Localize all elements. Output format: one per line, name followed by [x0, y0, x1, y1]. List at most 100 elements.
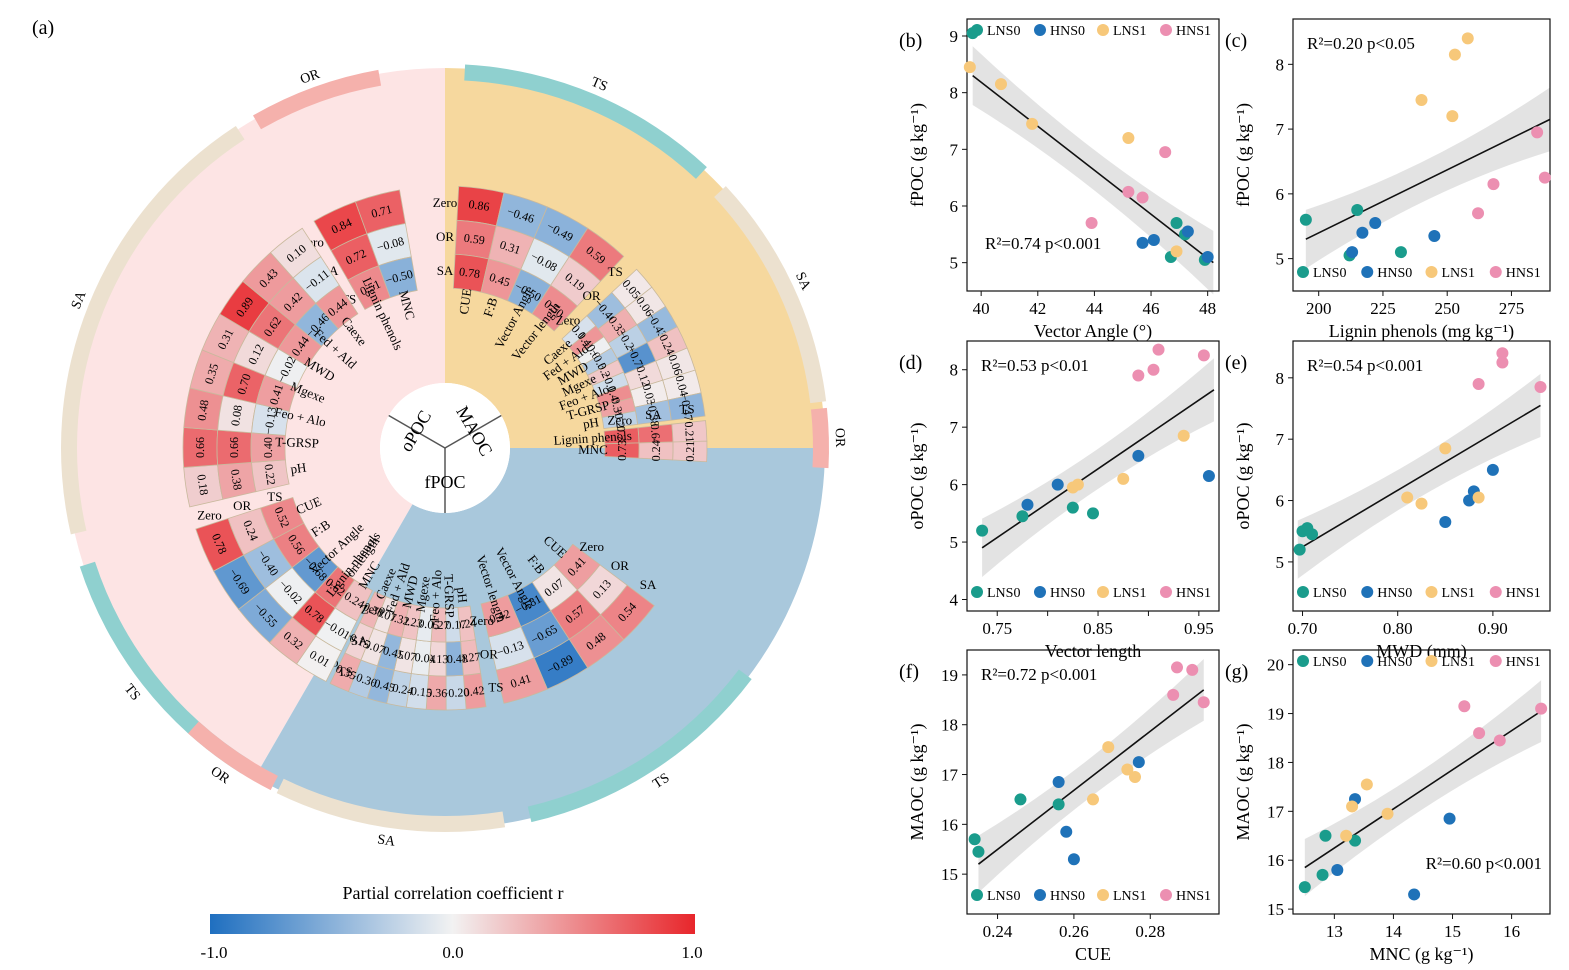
x-tick-label: 0.75 [982, 619, 1012, 638]
data-point-hns1 [1159, 146, 1172, 159]
heat-cell: −0.65 [520, 610, 570, 659]
legend-marker [1489, 655, 1502, 667]
confidence-band [1305, 87, 1550, 269]
heat-cell: 0.64 [637, 423, 674, 445]
legend-entry-lns1: LNS1 [1425, 586, 1475, 601]
outer-ring-label: TS [651, 771, 673, 792]
legend-label: LNS1 [1113, 889, 1146, 904]
variable-label: CUE [456, 287, 474, 315]
row-label: Zero [361, 602, 386, 617]
legend-entry-hns0: HNS0 [1034, 24, 1085, 39]
outer-ring-arc [714, 186, 827, 404]
data-point-hns0 [1051, 478, 1064, 491]
x-tick-label: 44 [1086, 299, 1104, 318]
legend-marker [1425, 586, 1438, 598]
y-tick-label: 7 [950, 418, 959, 437]
variable-label: T-GRSP [441, 574, 457, 618]
legend-label: LNS0 [1313, 655, 1346, 670]
outer-ring-arc [810, 407, 829, 469]
legend-marker [1160, 586, 1172, 598]
heat-cell: 0.59 [454, 219, 497, 260]
x-axis-label: Vector Angle (°) [1034, 321, 1152, 342]
heat-cell: 0.21 [671, 420, 708, 443]
legend-entry-hns1: HNS1 [1160, 586, 1211, 601]
data-point-lns0 [1319, 829, 1332, 842]
variable-label: T-GRSP [275, 434, 319, 451]
data-point-lns0 [1087, 507, 1099, 520]
hub-divider-2 [388, 414, 446, 449]
x-tick-label: 0.80 [1383, 619, 1413, 638]
data-point-lns0 [1299, 213, 1312, 226]
heat-cell: 0.52 [259, 496, 305, 540]
row-label: Zero [579, 539, 604, 554]
data-point-lns0 [1016, 510, 1029, 523]
data-point-hns0 [1132, 756, 1145, 769]
scatter-panel-b: (b) 40 42 44 46 48 5 6 7 8 9 Vector Angle (°) fPOC (… [899, 18, 1220, 342]
data-point-lns1 [1071, 478, 1084, 491]
stat-annotation: R²=0.72 p<0.001 [981, 665, 1097, 684]
hub-divider-0 [444, 414, 502, 449]
heat-cell-label: 0.73 [615, 440, 629, 461]
data-point-hns0 [1201, 251, 1214, 263]
legend-label: HNS1 [1506, 655, 1541, 670]
data-point-hns0 [1060, 825, 1073, 838]
center-label-fpoc: fPOC [424, 472, 465, 492]
outer-ring-arc [276, 778, 506, 832]
heat-cell: −0.13 [488, 626, 535, 671]
scatter-panel-e: (e) 0.70 0.80 0.90 5 6 7 8 MWD (mm) oPOC (g kg⁻¹)… [1225, 340, 1551, 662]
x-tick-label: 275 [1499, 299, 1525, 318]
y-tick-label: 17 [1267, 802, 1285, 821]
legend-entry-hns0: HNS0 [1361, 266, 1412, 281]
legend-label: LNS1 [1442, 655, 1475, 670]
y-tick-label: 19 [1267, 705, 1284, 724]
x-tick-label: 0.90 [1478, 619, 1508, 638]
y-tick-label: 7 [1276, 120, 1285, 139]
x-axis-label: Lignin phenols (mg kg⁻¹) [1329, 321, 1514, 342]
outer-ring-arc [253, 69, 382, 130]
heat-cell-label: 0.24 [455, 616, 478, 632]
heat-cell: 0.50 [531, 284, 578, 332]
legend-label: LNS0 [1313, 586, 1346, 601]
heat-cell-label: 0.21 [683, 441, 697, 462]
data-point-hns1 [1487, 178, 1500, 191]
y-axis-label: oPOC (g kg⁻¹) [907, 423, 928, 530]
y-tick-label: 5 [950, 533, 959, 552]
x-tick-label: 0.95 [1184, 619, 1214, 638]
heat-cell-label: −0.45 [366, 674, 396, 695]
plot-frame [966, 649, 1220, 915]
x-tick-label: 13 [1326, 922, 1343, 941]
data-point-lns1 [1177, 429, 1190, 442]
heat-cell: 0.18 [183, 464, 224, 508]
scatter-panel-d: (d) 0.75 0.85 0.95 4 5 6 7 8 Vector length oPOC (g… [899, 340, 1220, 661]
colorbar-title: Partial correlation coefficient r [342, 883, 563, 903]
heat-cell-label: 0.06 [665, 353, 685, 378]
y-tick-label: 7 [1276, 430, 1285, 449]
y-tick-label: 6 [1276, 185, 1285, 204]
heat-cell: 0.78 [195, 517, 245, 572]
y-tick-label: 15 [1267, 900, 1284, 919]
data-point-lns1 [1340, 829, 1353, 842]
row-label: SA [640, 577, 657, 592]
row-label: SA [351, 633, 368, 648]
row-label: Zero [608, 412, 633, 427]
data-point-hns1 [1538, 171, 1551, 184]
heat-cell: 0.24 [334, 579, 373, 622]
heat-cell: 0.42 [480, 594, 522, 638]
legend-marker [971, 889, 983, 901]
x-tick-label: 40 [973, 299, 990, 318]
panel-label: (b) [899, 30, 922, 52]
confidence-band [982, 358, 1214, 577]
data-point-hns1 [1147, 363, 1160, 376]
data-point-hns1 [1534, 381, 1547, 394]
outer-ring-label: OR [208, 764, 233, 788]
data-point-hns1 [1535, 702, 1548, 715]
variable-label: Mgexe [413, 575, 433, 613]
heat-cell-label: 0.41 [509, 671, 533, 691]
heat-cell-label: −0.47 [677, 392, 695, 422]
x-tick-label: 200 [1306, 299, 1332, 318]
heat-cell-label: 0.12 [633, 364, 653, 389]
plot-frame [1292, 649, 1551, 915]
y-axis-label: MAOC (g kg⁻¹) [1233, 724, 1254, 841]
heat-cell-label: 0.41 [266, 382, 286, 406]
heat-cell-box [531, 284, 578, 332]
